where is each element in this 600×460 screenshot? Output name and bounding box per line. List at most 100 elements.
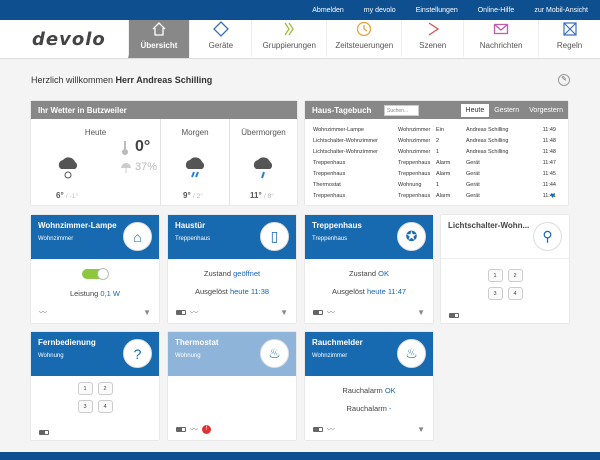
diary-row: Lichtschalter-Wohnzimmer Wohnzimmer 2 Andre…	[313, 138, 556, 149]
remote-key[interactable]: 4	[507, 287, 523, 300]
device-name: Wohnzimmer-Lampe	[38, 221, 117, 230]
remote-key[interactable]: 3	[77, 400, 93, 413]
switch-icon: ⚲	[533, 222, 562, 251]
device-header: Rauchmelder Wohnzimmer ♨	[305, 332, 433, 376]
settings-link[interactable]: Einstellungen	[415, 6, 458, 14]
diary-tabs: Heute Gestern Vorgestern	[460, 104, 568, 117]
diary-cell: Treppenhaus	[313, 160, 346, 166]
diary-cell: Wohnzimmer	[398, 127, 431, 133]
tab-label: Gruppierungen	[262, 41, 316, 50]
chevron-down-icon[interactable]: ▼	[417, 425, 425, 434]
weather-title: Ihr Wetter in Butzweiler	[31, 101, 297, 119]
device-body: Zustand geöffnet Ausgelöst heute 11:38	[168, 269, 296, 296]
chevron-down-icon[interactable]: ▼	[549, 193, 556, 200]
diary-cell: Alarm	[436, 160, 451, 166]
device-body: Zustand OK Ausgelöst heute 11:47	[305, 269, 433, 296]
logout-link[interactable]: Abmelden	[312, 6, 344, 14]
diary-cell: Gerät	[466, 160, 480, 166]
tab-label: Regeln	[556, 41, 583, 50]
alert-icon: !	[202, 425, 211, 434]
diary-cell: Treppenhaus	[398, 193, 431, 199]
devolo-logo[interactable]: devolo	[32, 28, 106, 50]
diary-cell: 2	[436, 138, 440, 144]
remote-key[interactable]: 2	[507, 269, 523, 282]
rain-probability: 37%	[135, 161, 158, 173]
diary-row: Treppenhaus Treppenhaus Alarm Gerät 11:41	[313, 193, 556, 204]
play-icon	[428, 22, 439, 36]
battery-icon	[176, 427, 186, 432]
remote-key[interactable]: 1	[487, 269, 503, 282]
device-room: Treppenhaus	[312, 236, 348, 242]
remote-key[interactable]: 2	[97, 382, 113, 395]
tab-rules[interactable]: Regeln	[538, 20, 600, 58]
diary-row: Wohnzimmer-Lampe Wohnzimmer Ein Andreas Sch…	[313, 127, 556, 138]
device-card[interactable]: Thermostat Wohnung ♨ 〰!	[168, 332, 296, 440]
rules-icon	[562, 22, 577, 36]
chevron-down-icon[interactable]: ▼	[417, 308, 425, 317]
device-triggered: Rauchalarm -	[346, 404, 392, 413]
clock-icon	[357, 21, 372, 37]
groups-icon	[284, 22, 295, 36]
device-card[interactable]: Fernbedienung Wohnung? 1 2 3 4	[31, 332, 159, 440]
greeting-text: Herzlich willkommen	[31, 75, 114, 85]
device-card[interactable]: Treppenhaus Treppenhaus ✪ Zustand OK Ausgelö…	[305, 215, 433, 323]
device-card[interactable]: Rauchmelder Wohnzimmer ♨ Rauchalarm OK Rauch…	[305, 332, 433, 440]
umbrella-icon	[121, 163, 131, 173]
diary-list: Wohnzimmer-Lampe Wohnzimmer Ein Andreas Sch…	[313, 127, 556, 204]
diary-tab-today[interactable]: Heute	[460, 104, 490, 117]
device-footer: 〰 ▼	[176, 307, 288, 318]
help-link[interactable]: Online-Hilfe	[477, 6, 515, 14]
remote-key[interactable]: 1	[77, 382, 93, 395]
weather-day-after: Übermorgen 11° / 8°	[230, 119, 297, 205]
diary-cell: Thermostat	[313, 182, 341, 188]
diary-search-input[interactable]: Suchen...	[384, 105, 419, 116]
device-footer	[449, 313, 561, 318]
tab-scenes[interactable]: Szenen	[401, 20, 463, 58]
device-footer: 〰 ▼	[313, 424, 425, 435]
power-reading: Leistung 0,1 W	[69, 289, 121, 298]
diary-cell: Treppenhaus	[313, 193, 346, 199]
tab-devices[interactable]: Geräte	[189, 20, 251, 58]
diary-row: Treppenhaus Treppenhaus Alarm Gerät 11:47	[313, 160, 556, 171]
chart-icon[interactable]: 〰	[327, 425, 335, 434]
chart-icon[interactable]: 〰	[39, 308, 47, 317]
device-card[interactable]: Haustür Treppenhaus ▯ Zustand geöffnet Ausge…	[168, 215, 296, 323]
diary-cell: Andreas Schilling	[466, 138, 509, 144]
battery-icon	[313, 427, 323, 432]
diary-row: Treppenhaus Treppenhaus Alarm Gerät 11:45	[313, 171, 556, 182]
my-devolo-link[interactable]: my devolo	[363, 6, 396, 14]
device-footer: 〰 ▼	[39, 307, 151, 318]
tab-messages[interactable]: Nachrichten	[463, 20, 538, 58]
chevron-down-icon[interactable]: ▼	[143, 308, 151, 317]
diary-card: Haus-Tagebuch Suchen... Heute Gestern Vo…	[305, 101, 568, 205]
chart-icon[interactable]: 〰	[190, 308, 198, 317]
device-card[interactable]: Wohnzimmer-Lampe Wohnzimmer ⌂ Leistung 0,1 …	[31, 215, 159, 323]
diary-tab-before[interactable]: Vorgestern	[529, 107, 563, 114]
chevron-down-icon[interactable]: ▼	[280, 308, 288, 317]
rain-cloud-icon	[58, 157, 78, 179]
power-toggle[interactable]	[82, 268, 109, 280]
diary-tab-yesterday[interactable]: Gestern	[494, 107, 520, 114]
mobile-view-link[interactable]: zur Mobil-Ansicht	[534, 6, 588, 14]
tab-schedules[interactable]: Zeitsteuerungen	[326, 20, 401, 58]
edit-icon[interactable]: ✎	[558, 74, 570, 86]
device-card[interactable]: Lichtschalter-Wohn... ⚲ 1 2 3 4	[441, 215, 569, 323]
device-header: Lichtschalter-Wohn... ⚲	[441, 215, 569, 259]
device-triggered: Ausgelöst heute 11:38	[194, 287, 270, 296]
tab-groups[interactable]: Gruppierungen	[251, 20, 326, 58]
remote-key[interactable]: 4	[97, 400, 113, 413]
chart-icon[interactable]: 〰	[327, 308, 335, 317]
device-room: Wohnung	[175, 353, 201, 359]
remote-key[interactable]: 3	[487, 287, 503, 300]
diary-cell: 1	[436, 149, 440, 155]
diary-cell: 11:49	[542, 127, 556, 133]
diary-cell: 1	[436, 182, 440, 188]
device-name: Lichtschalter-Wohn...	[448, 221, 530, 230]
motion-icon: ✪	[397, 222, 426, 251]
home-icon	[152, 22, 166, 36]
tab-overview[interactable]: Übersicht	[127, 20, 190, 58]
chart-icon[interactable]: 〰	[190, 425, 198, 434]
diamond-icon	[212, 21, 229, 37]
